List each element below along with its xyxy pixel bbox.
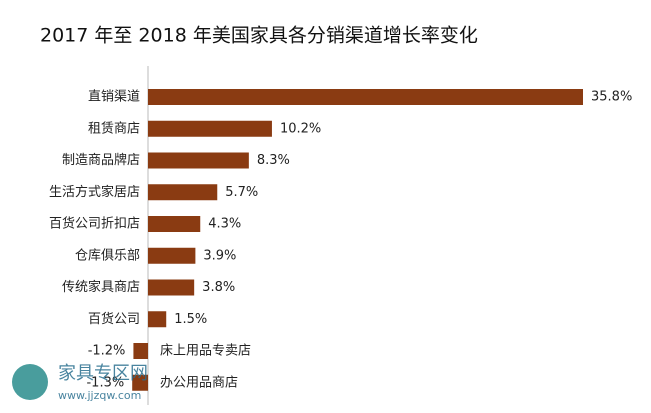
value-label: -1.2% [88,344,126,359]
value-label: 4.3% [208,217,241,232]
value-label: -1.3% [86,375,124,390]
bar [148,120,272,137]
category-label: 制造商品牌店 [62,152,140,168]
value-label: 5.7% [225,185,258,200]
chart-title: 2017 年至 2018 年美国家具各分销渠道增长率变化 [40,25,478,47]
bar [148,311,167,328]
value-label: 3.8% [202,280,235,295]
bar [133,343,148,359]
bar [148,152,249,169]
category-label: 床上用品专卖店 [160,344,251,359]
watermark-logo [12,364,48,400]
category-label: 百货公司 [88,311,140,327]
category-label: 仓库俱乐部 [75,247,140,263]
bar [148,216,201,232]
bar [148,279,195,296]
category-label: 直销渠道 [88,90,140,105]
value-label: 3.9% [203,248,236,263]
bar [148,89,583,105]
value-label: 35.8% [591,90,632,105]
category-label: 百货公司折扣店 [49,216,140,232]
category-label: 租赁商店 [88,121,140,136]
category-label: 生活方式家居店 [49,184,140,200]
value-label: 1.5% [174,312,207,327]
value-label: 10.2% [280,121,321,136]
bar [132,374,148,391]
watermark: 家具专区网 www.jjzqw.com [12,363,148,402]
category-label: 办公用品商店 [160,375,238,390]
watermark-url: www.jjzqw.com [58,389,141,402]
bar [148,247,196,264]
value-label: 8.3% [257,153,290,168]
bar [148,184,218,201]
category-label: 传统家具商店 [62,279,140,295]
watermark-name: 家具专区网 [58,363,148,384]
